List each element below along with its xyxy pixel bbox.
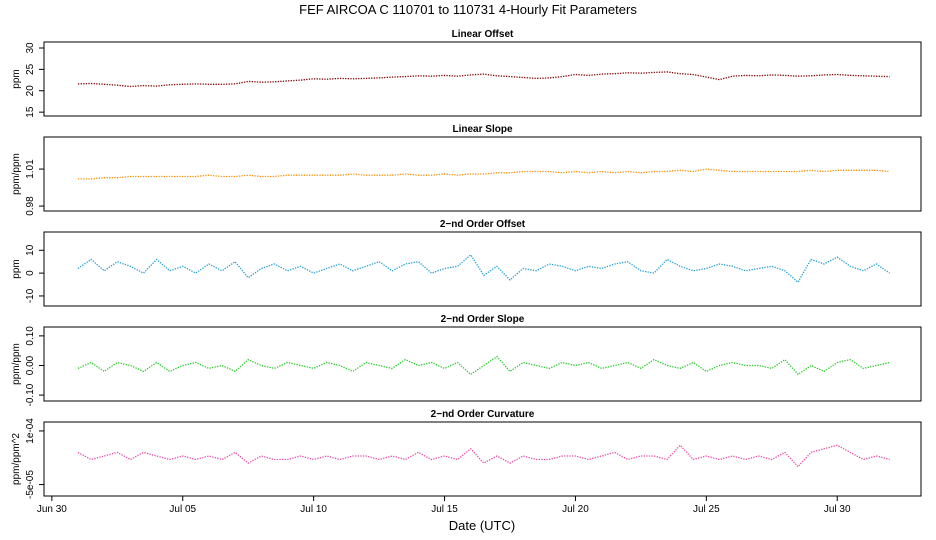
y-axis-label: ppm/ppm^2 <box>11 433 22 485</box>
panel-frame <box>43 231 922 307</box>
y-tick-label: -0.10 <box>25 383 36 406</box>
panel-title: Linear Slope <box>452 124 512 135</box>
panel-frame <box>43 41 922 117</box>
panel-title: 2−nd Order Curvature <box>431 409 535 420</box>
chart-title: FEF AIRCOA C 110701 to 110731 4-Hourly F… <box>299 2 637 17</box>
x-tick-label: Jul 20 <box>562 504 589 515</box>
x-tick-label: Jun 30 <box>37 504 67 515</box>
y-tick-label: 0 <box>25 270 36 276</box>
y-tick-label: 1.01 <box>25 159 36 179</box>
y-tick-label: 0.00 <box>25 355 36 375</box>
y-axis-label: ppm <box>11 259 22 278</box>
x-tick-label: Jul 05 <box>169 504 196 515</box>
y-tick-label: 25 <box>25 63 36 75</box>
y-axis-label: ppm/ppm <box>11 343 22 385</box>
panel-frame <box>43 421 922 497</box>
y-tick-label: -10 <box>25 288 36 303</box>
x-tick-label: Jul 10 <box>300 504 327 515</box>
x-axis-label: Date (UTC) <box>449 518 515 533</box>
x-tick-label: Jul 15 <box>431 504 458 515</box>
y-tick-label: 0.98 <box>25 196 36 216</box>
panel-frame <box>43 326 922 402</box>
y-axis-label: ppm/ppm <box>11 153 22 195</box>
x-tick-label: Jul 30 <box>824 504 851 515</box>
x-tick-label: Jul 25 <box>693 504 720 515</box>
data-line <box>77 355 890 376</box>
panel-title: 2−nd Order Offset <box>440 219 526 230</box>
y-tick-label: 15 <box>25 106 36 118</box>
y-tick-label: 30 <box>25 42 36 54</box>
data-line <box>78 168 890 180</box>
data-line <box>77 444 890 468</box>
y-tick-label: 20 <box>25 85 36 97</box>
panel-title: 2−nd Order Slope <box>441 314 525 325</box>
data-line <box>77 253 890 284</box>
y-tick-label: -5e-05 <box>25 470 36 499</box>
panel-frame <box>43 136 922 212</box>
y-axis-label: ppm <box>11 69 22 88</box>
y-tick-label: 1e-04 <box>25 418 36 444</box>
y-tick-label: 0.10 <box>25 326 36 346</box>
panel-title: Linear Offset <box>452 29 514 40</box>
y-tick-label: 10 <box>25 244 36 256</box>
data-line <box>77 71 890 88</box>
